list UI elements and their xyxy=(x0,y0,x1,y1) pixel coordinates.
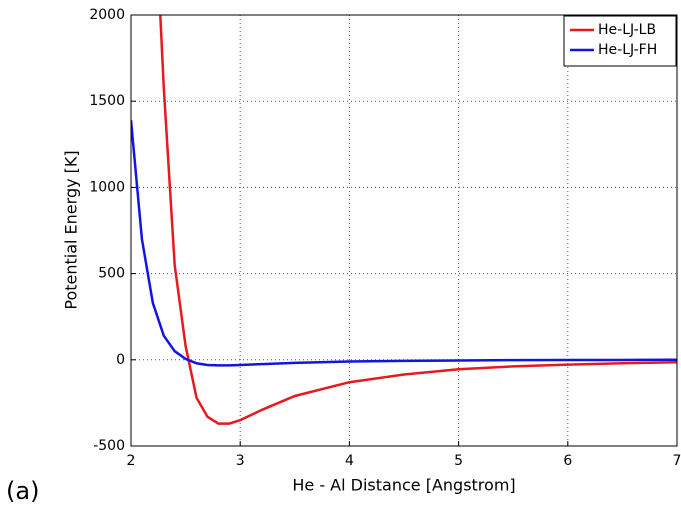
legend-label: He-LJ-FH xyxy=(598,42,657,58)
x-tick-label: 6 xyxy=(563,453,572,469)
panel-label: (a) xyxy=(6,477,39,505)
y-tick-label: -500 xyxy=(93,438,125,454)
y-tick-label: 1000 xyxy=(89,179,125,195)
x-axis-label: He - Al Distance [Angstrom] xyxy=(292,476,515,495)
x-tick-label: 4 xyxy=(345,453,354,469)
y-tick-label: 0 xyxy=(116,352,125,368)
y-tick-label: 500 xyxy=(98,266,125,282)
plot-frame xyxy=(130,14,678,447)
legend-box xyxy=(563,15,677,67)
legend-label: He-LJ-LB xyxy=(598,22,656,38)
series-group xyxy=(131,15,677,425)
y-tick-label: 1500 xyxy=(89,93,125,109)
y-axis-label: Potential Energy [K] xyxy=(62,150,81,309)
x-tick-label: 5 xyxy=(454,453,463,469)
x-tick-label: 7 xyxy=(673,453,681,469)
x-tick-label: 3 xyxy=(236,453,245,469)
line-series xyxy=(131,120,677,367)
line-series xyxy=(159,15,677,425)
x-tick-label: 2 xyxy=(127,453,136,469)
y-tick-label: 2000 xyxy=(89,7,125,23)
plot-area xyxy=(131,15,677,446)
